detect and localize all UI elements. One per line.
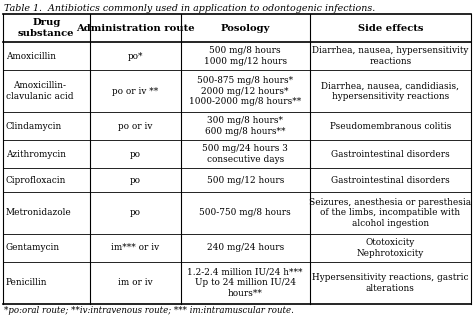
- Text: po: po: [130, 176, 141, 184]
- Text: Ciprofloxacin: Ciprofloxacin: [6, 176, 66, 184]
- Text: po: po: [130, 149, 141, 159]
- Text: Clindamycin: Clindamycin: [6, 121, 62, 131]
- Text: Administration route: Administration route: [76, 24, 194, 32]
- Text: Ototoxicity
Nephrotoxicity: Ototoxicity Nephrotoxicity: [356, 238, 424, 258]
- Text: Drug
substance: Drug substance: [18, 18, 74, 38]
- Text: Azithromycin: Azithromycin: [6, 149, 66, 159]
- Text: po or iv **: po or iv **: [112, 86, 158, 95]
- Text: 500-750 mg/8 hours: 500-750 mg/8 hours: [199, 208, 291, 218]
- Text: Pseudomembranous colitis: Pseudomembranous colitis: [329, 121, 451, 131]
- Text: Seizures, anesthesia or paresthesia
of the limbs, incompatible with
alcohol inge: Seizures, anesthesia or paresthesia of t…: [309, 198, 471, 228]
- Text: Diarrhea, nausea, hypersensitivity
reactions: Diarrhea, nausea, hypersensitivity react…: [312, 46, 468, 66]
- Text: Penicillin: Penicillin: [6, 279, 47, 287]
- Text: 240 mg/24 hours: 240 mg/24 hours: [207, 244, 284, 252]
- Text: Gastrointestinal disorders: Gastrointestinal disorders: [331, 176, 450, 184]
- Text: 500 mg/12 hours: 500 mg/12 hours: [207, 176, 284, 184]
- Text: im*** or iv: im*** or iv: [111, 244, 159, 252]
- Text: *po:oral route; **iv:intravenous route; *** im:intramuscular route.: *po:oral route; **iv:intravenous route; …: [4, 306, 294, 315]
- Text: Metronidazole: Metronidazole: [6, 208, 72, 218]
- Text: Diarrhea, nausea, candidiasis,
hypersensitivity reactions: Diarrhea, nausea, candidiasis, hypersens…: [321, 81, 459, 101]
- Text: 500 mg/24 hours 3
consecutive days: 500 mg/24 hours 3 consecutive days: [202, 144, 288, 164]
- Text: po*: po*: [128, 52, 143, 60]
- Text: Gentamycin: Gentamycin: [6, 244, 60, 252]
- Text: Hypersensitivity reactions, gastric
alterations: Hypersensitivity reactions, gastric alte…: [312, 273, 468, 293]
- Text: Table 1.  Antibiotics commonly used in application to odontogenic infections.: Table 1. Antibiotics commonly used in ap…: [4, 4, 375, 13]
- Text: po: po: [130, 208, 141, 218]
- Text: Amoxicillin: Amoxicillin: [6, 52, 56, 60]
- Text: 500-875 mg/8 hours*
2000 mg/12 hours*
1000-2000 mg/8 hours**: 500-875 mg/8 hours* 2000 mg/12 hours* 10…: [189, 76, 301, 106]
- Text: 1.2-2.4 million IU/24 h***
Up to 24 million IU/24
hours**: 1.2-2.4 million IU/24 h*** Up to 24 mill…: [187, 268, 303, 298]
- Text: 300 mg/8 hours*
600 mg/8 hours**: 300 mg/8 hours* 600 mg/8 hours**: [205, 116, 285, 136]
- Text: Gastrointestinal disorders: Gastrointestinal disorders: [331, 149, 450, 159]
- Text: im or iv: im or iv: [118, 279, 153, 287]
- Text: Amoxicillin-
clavulanic acid: Amoxicillin- clavulanic acid: [6, 81, 73, 101]
- Text: Posology: Posology: [220, 24, 270, 32]
- Text: po or iv: po or iv: [118, 121, 153, 131]
- Text: 500 mg/8 hours
1000 mg/12 hours: 500 mg/8 hours 1000 mg/12 hours: [204, 46, 287, 66]
- Text: Side effects: Side effects: [357, 24, 423, 32]
